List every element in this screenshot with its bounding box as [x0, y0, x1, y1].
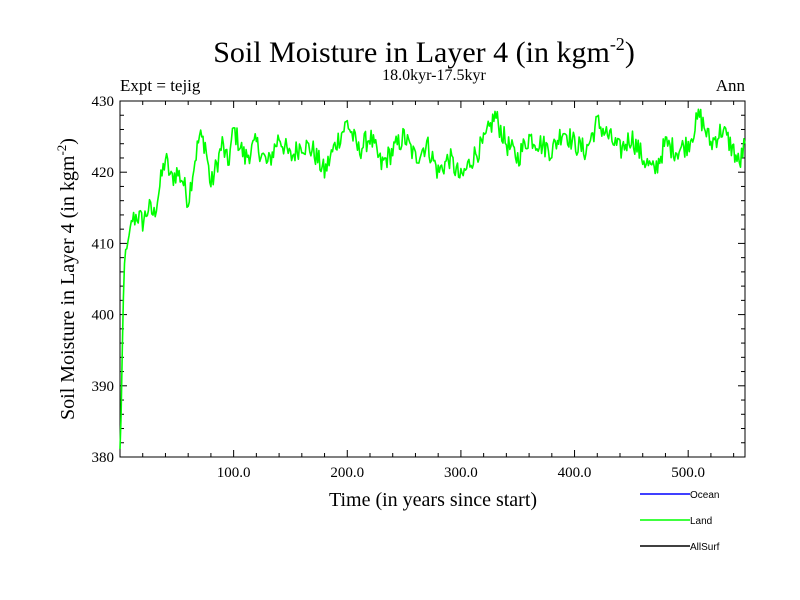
y-axis-label-close: ) — [57, 138, 79, 145]
x-tick-label: 300.0 — [444, 465, 478, 481]
x-tick-label: 400.0 — [558, 465, 592, 481]
y-axis: 380 390 400 410 420 430 — [92, 94, 745, 466]
y-axis-label: Soil Moisture in Layer 4 (in kgm-2) — [54, 138, 79, 420]
y-tick-label: 410 — [92, 236, 115, 252]
y-tick-label: 400 — [92, 308, 115, 324]
x-tick-label: 500.0 — [671, 465, 705, 481]
time-range-label: 18.0kyr-17.5kyr — [382, 67, 486, 84]
chart-title-close: ) — [625, 36, 635, 69]
y-tick-label: 380 — [92, 450, 115, 466]
y-tick-label: 420 — [92, 165, 115, 181]
legend-label-allsurf: AllSurf — [690, 542, 720, 553]
legend-label-land: Land — [690, 516, 712, 527]
plot-area: 100.0 200.0 300.0 400.0 500.0 380 390 400 410 42… — [92, 94, 746, 481]
x-axis: 100.0 200.0 300.0 400.0 500.0 — [142, 101, 735, 481]
series-layer — [119, 108, 746, 450]
chart-title: Soil Moisture in Layer 4 (in kgm-2) — [213, 34, 635, 69]
y-tick-label: 430 — [92, 94, 115, 110]
legend-label-ocean: Ocean — [690, 490, 719, 501]
series-line-land — [119, 108, 746, 450]
plot-frame — [119, 100, 746, 458]
legend: Ocean Land AllSurf — [640, 490, 720, 553]
x-tick-label: 100.0 — [217, 465, 251, 481]
y-axis-label-superscript: -2 — [54, 145, 69, 156]
season-label: Ann — [716, 76, 746, 95]
x-axis-label: Time (in years since start) — [329, 489, 537, 511]
y-tick-label: 390 — [92, 379, 115, 395]
chart-title-superscript: -2 — [610, 34, 625, 54]
x-tick-label: 200.0 — [330, 465, 364, 481]
experiment-label: Expt = tejig — [120, 76, 201, 95]
